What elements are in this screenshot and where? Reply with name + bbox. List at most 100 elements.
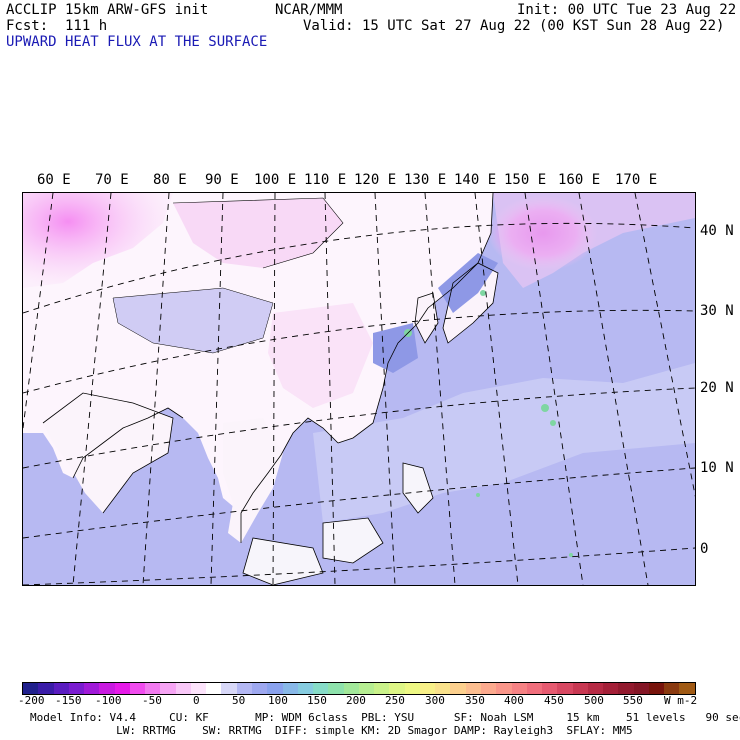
colorbar-swatch xyxy=(587,683,604,694)
cb-tick-m100: -100 xyxy=(95,694,122,707)
cb-tick-400: 400 xyxy=(504,694,524,707)
cb-tick-200: 200 xyxy=(346,694,366,707)
lon-label-110e: 110 E xyxy=(304,172,347,188)
cb-tick-250: 250 xyxy=(385,694,405,707)
lon-label-120e: 120 E xyxy=(354,172,397,188)
colorbar-swatch xyxy=(114,683,130,694)
colorbar-swatch xyxy=(633,683,649,694)
lon-label-90e: 90 E xyxy=(205,172,239,188)
lon-label-70e: 70 E xyxy=(95,172,129,188)
lon-label-150e: 150 E xyxy=(504,172,547,188)
lat-label-30n: 30 N xyxy=(700,303,734,319)
colorbar-swatch xyxy=(53,683,69,694)
colorbar-swatch xyxy=(175,683,191,694)
colorbar-swatch xyxy=(679,683,695,694)
colorbar-swatch xyxy=(603,683,619,694)
lon-label-80e: 80 E xyxy=(153,172,187,188)
colorbar-swatch xyxy=(297,683,314,694)
footer-line2: LW: RRTMG SW: RRTMG DIFF: simple KM: 2D … xyxy=(30,724,633,737)
field-title: UPWARD HEAT FLUX AT THE SURFACE xyxy=(6,34,268,50)
colorbar-swatch xyxy=(206,683,222,694)
colorbar-swatch xyxy=(145,683,161,694)
colorbar-swatch xyxy=(251,683,268,694)
coastlines xyxy=(42,193,499,585)
longitude-lines xyxy=(23,193,695,585)
india-landmass xyxy=(43,393,173,513)
lon-label-140e: 140 E xyxy=(454,172,497,188)
colorbar-swatch xyxy=(160,683,176,694)
lon-label-60e: 60 E xyxy=(37,172,71,188)
colorbar-swatch xyxy=(23,683,39,694)
colorbar-swatch xyxy=(389,683,405,694)
colorbar-swatch xyxy=(511,683,527,694)
heat-flux-map xyxy=(22,192,696,586)
cb-tick-150: 150 xyxy=(307,694,327,707)
cb-tick-0: 0 xyxy=(193,694,200,707)
colorbar-swatch xyxy=(374,683,390,694)
colorbar-swatch xyxy=(450,683,466,694)
colorbar-swatch xyxy=(496,683,512,694)
colorbar xyxy=(22,682,696,695)
lat-label-10n: 10 N xyxy=(700,460,734,476)
cb-tick-m150: -150 xyxy=(55,694,82,707)
colorbar-swatch xyxy=(404,683,420,694)
header-line1-right: Init: 00 UTC Tue 23 Aug 22 xyxy=(517,2,737,18)
sea-of-japan xyxy=(438,253,498,313)
colorbar-swatch xyxy=(542,683,558,694)
green-spot xyxy=(480,290,486,296)
cb-tick-50: 50 xyxy=(232,694,246,707)
header-line1-left: ACCLIP 15km ARW-GFS init xyxy=(6,2,209,18)
colorbar-swatch xyxy=(648,683,665,694)
colorbar-swatch xyxy=(664,683,680,694)
green-spot xyxy=(476,493,480,497)
lon-label-170e: 170 E xyxy=(615,172,658,188)
colorbar-swatch xyxy=(84,683,100,694)
colorbar-swatch xyxy=(618,683,634,694)
green-spot xyxy=(550,420,556,426)
cb-tick-m50: -50 xyxy=(142,694,162,707)
latitude-lines xyxy=(23,222,695,585)
lon-label-160e: 160 E xyxy=(558,172,601,188)
header-line2-left: Fcst: 111 h xyxy=(6,18,108,34)
colorbar-swatch xyxy=(358,683,375,694)
colorbar-swatch xyxy=(282,683,298,694)
colorbar-swatch xyxy=(419,683,436,694)
colorbar-swatch xyxy=(38,683,54,694)
colorbar-swatch xyxy=(221,683,237,694)
colorbar-swatch xyxy=(435,683,451,694)
header-line2-right: Valid: 15 UTC Sat 27 Aug 22 (00 KST Sun … xyxy=(303,18,725,34)
colorbar-swatch xyxy=(68,683,85,694)
colorbar-swatch xyxy=(526,683,543,694)
lon-label-130e: 130 E xyxy=(404,172,447,188)
colorbar-swatch xyxy=(465,683,481,694)
indochina-landmass xyxy=(223,418,283,543)
tibet-region xyxy=(113,288,273,353)
sumatra-island xyxy=(243,538,323,585)
lat-label-40n: 40 N xyxy=(700,223,734,239)
korea-peninsula xyxy=(415,293,438,343)
footer-line1: Model Info: V4.4 CU: KF MP: WDM 6class P… xyxy=(30,711,740,724)
colorbar-swatch xyxy=(99,683,115,694)
green-spot xyxy=(569,553,573,557)
north-pacific-pink xyxy=(493,193,695,288)
lat-label-20n: 20 N xyxy=(700,380,734,396)
north-pink-region xyxy=(173,198,343,268)
header-line1-center: NCAR/MMM xyxy=(275,2,343,18)
colorbar-swatch xyxy=(343,683,359,694)
lon-label-100e: 100 E xyxy=(254,172,297,188)
colorbar-swatch xyxy=(129,683,146,694)
colorbar-swatch xyxy=(572,683,588,694)
colorbar-swatch xyxy=(480,683,497,694)
colorbar-swatch xyxy=(267,683,283,694)
cb-tick-450: 450 xyxy=(544,694,564,707)
colorbar-swatch xyxy=(190,683,207,694)
cb-tick-500: 500 xyxy=(584,694,604,707)
colorbar-swatch xyxy=(328,683,344,694)
cb-tick-350: 350 xyxy=(465,694,485,707)
colorbar-swatch xyxy=(236,683,252,694)
asia-landmass xyxy=(23,193,493,513)
lat-label-0: 0 xyxy=(700,541,709,557)
map-drawing xyxy=(23,193,695,585)
cb-tick-m200: -200 xyxy=(18,694,45,707)
green-spot xyxy=(541,404,549,412)
